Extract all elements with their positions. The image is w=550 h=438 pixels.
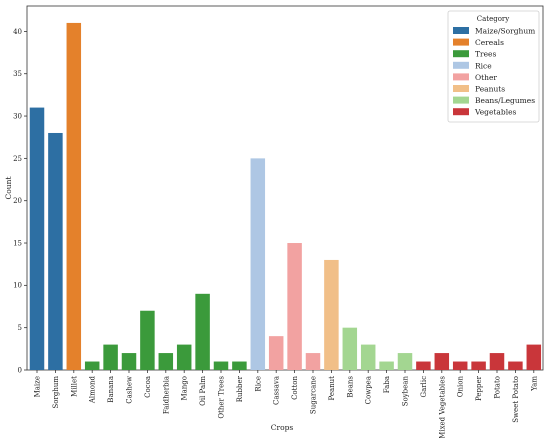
x-tick-label: Maize (34, 376, 42, 397)
bar-oil-palm (195, 293, 210, 370)
bar-other-trees (213, 361, 229, 370)
x-tick-label: Peanut (328, 376, 336, 401)
x-tick-label: Cashew (126, 376, 134, 404)
x-tick-label: Other Trees (218, 376, 226, 419)
bar-onion (452, 361, 468, 370)
plot-frame (26, 5, 544, 371)
legend-swatch (453, 27, 469, 34)
bar-millet (66, 22, 82, 371)
legend-box (447, 10, 540, 123)
legend-label: Rice (475, 61, 492, 70)
x-tick-label: Garlic (420, 376, 428, 398)
x-tick-label: Mixed Vegetables (438, 376, 446, 438)
legend-swatch (453, 96, 469, 104)
y-tick-label: 15 (13, 239, 22, 247)
bar-rice (250, 158, 266, 370)
x-tick-label: Mango (181, 376, 189, 401)
x-tick-label: Cowpea (365, 376, 373, 404)
bar-cashew (121, 353, 137, 370)
bar-faidherbia (158, 353, 174, 370)
bar-rubber (232, 361, 247, 370)
y-tick-label: 0 (18, 366, 22, 374)
x-tick-label: Faba (383, 376, 391, 393)
bar-cotton (287, 243, 302, 370)
x-tick-label: Pepper (475, 375, 483, 401)
bar-sweet-potato (508, 361, 523, 370)
legend-label: Vegetables (474, 108, 517, 117)
x-tick-label: Cocoa (144, 376, 152, 398)
legend-label: Peanuts (475, 85, 505, 94)
legend: Category Maize/Sorghum Cereals Trees Rice Ot… (447, 10, 540, 123)
x-axis-title: Crops (271, 423, 294, 432)
bar-maize (29, 107, 45, 370)
y-tick-label: 5 (18, 324, 22, 332)
legend-swatch (453, 108, 469, 116)
bar-cowpea (360, 344, 376, 370)
x-tick-label: Cotton (291, 376, 299, 400)
y-tick-label: 30 (13, 112, 22, 120)
legend-swatch (453, 38, 469, 46)
legend-label: Maize/Sorghum (475, 27, 535, 36)
bar-faba (379, 361, 394, 370)
legend-swatch (453, 61, 469, 69)
x-tick-label: Rice (254, 376, 262, 392)
bar-garlic (416, 361, 431, 370)
y-tick-label: 25 (13, 155, 22, 163)
x-tick-label: Sweet Potato (512, 376, 520, 423)
x-tick-label: Yam (530, 376, 538, 392)
bar-banana (103, 344, 118, 370)
bar-almond (84, 361, 100, 370)
x-tick-label: Beans (346, 376, 354, 398)
x-tick-label: Almond (89, 375, 97, 404)
legend-label: Other (475, 73, 497, 82)
bar-mango (176, 344, 192, 370)
y-tick-label: 40 (13, 28, 22, 36)
legend-label: Cereals (475, 38, 504, 47)
bar-mixed-vegetables (434, 353, 450, 370)
x-tick-label: Sorghum (52, 376, 60, 409)
bar-cassava (268, 336, 284, 370)
y-axis: 0 5 10 15 20 25 30 35 40 (13, 28, 27, 374)
bar-potato (489, 353, 505, 370)
bar-soybean (397, 353, 413, 370)
bar-peanut (324, 259, 339, 370)
x-tick-label: Sugarcane (310, 376, 318, 414)
x-axis: Maize Sorghum Millet Almond Banana Cashew Coco… (34, 370, 538, 438)
x-tick-label: Rubber (236, 375, 244, 402)
bar-sorghum (48, 132, 63, 370)
legend-label: Trees (475, 50, 496, 59)
y-tick-label: 20 (13, 197, 22, 205)
legend-label: Beans/Legumes (475, 96, 535, 105)
y-axis-title: Count (4, 177, 13, 200)
legend-title: Category (477, 15, 510, 23)
y-tick-label: 35 (13, 70, 22, 78)
x-tick-label: Potato (494, 376, 502, 399)
x-tick-label: Soybean (402, 376, 410, 407)
x-tick-label: Millet (70, 376, 78, 397)
legend-swatch (453, 73, 469, 81)
x-tick-label: Banana (107, 376, 115, 403)
x-tick-label: Oil Palm (199, 376, 207, 406)
bar-pepper (471, 361, 486, 370)
bars-group (29, 22, 542, 371)
x-tick-label: Onion (457, 376, 465, 398)
bar-cocoa (140, 310, 155, 370)
bar-yam (526, 344, 542, 370)
x-tick-label: Faidherbia (162, 376, 170, 414)
y-tick-label: 10 (13, 282, 22, 290)
bar-sugarcane (305, 353, 321, 370)
bar-beans (342, 327, 358, 370)
legend-swatch (453, 85, 469, 92)
legend-swatch (453, 50, 469, 58)
x-tick-label: Cassava (273, 376, 281, 405)
